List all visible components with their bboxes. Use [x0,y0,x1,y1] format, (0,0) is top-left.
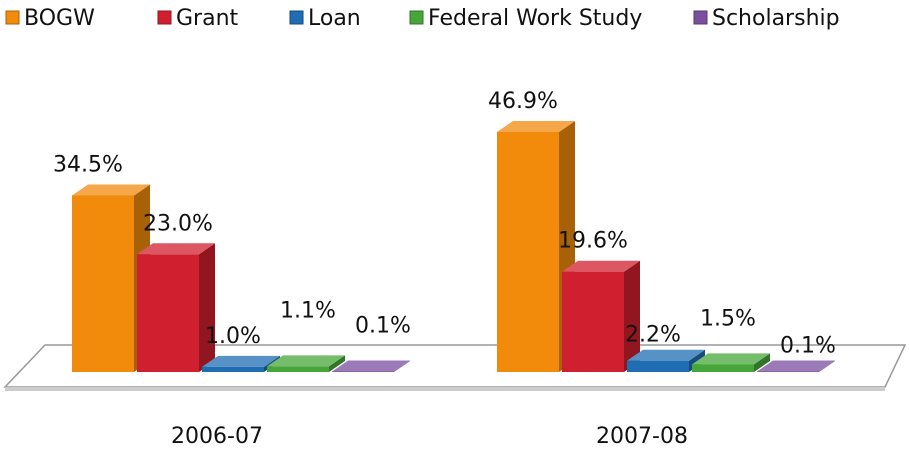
legend-label: Federal Work Study [428,6,642,31]
bar-side [394,360,410,372]
bar-top [202,355,280,367]
bar [202,366,264,372]
value-label: 0.1% [355,313,411,338]
bar-top [497,121,575,132]
bar-top [332,360,410,372]
bar [72,195,134,372]
bar-side [199,243,215,372]
bar-top [137,243,215,255]
bar-top [562,260,640,272]
bar [497,132,559,372]
legend-label: Loan [308,6,361,31]
bar-top [692,353,770,365]
bar [562,271,624,372]
x-tick-label: 2006-07 [171,424,263,449]
bar-side [329,355,345,372]
bar [332,371,394,372]
legend-label: Scholarship [712,6,840,31]
legend-swatch [409,10,424,25]
legend-swatch [693,10,708,25]
value-label: 1.0% [205,324,261,349]
value-label: 1.1% [280,298,336,323]
value-label: 19.6% [558,229,628,254]
bar-top [757,360,835,372]
value-label: 2.2% [625,323,681,348]
bar-side [624,260,640,372]
value-label: 46.9% [488,89,558,114]
bar [627,360,689,372]
legend-label: BOGW [24,6,95,31]
bar-side [754,353,770,372]
value-label: 34.5% [53,152,123,177]
bar [757,371,819,372]
bar [137,254,199,372]
value-label: 0.1% [780,333,836,358]
bar [692,364,754,372]
bar-top [267,355,345,367]
bar-side [819,360,835,372]
value-label: 23.0% [143,211,213,236]
legend-swatch [5,10,20,25]
legend-swatch [289,10,304,25]
legend-swatch [157,10,172,25]
value-label: 1.5% [700,306,756,331]
floor-edge [5,387,885,391]
bar-top [627,349,705,361]
bar [267,366,329,372]
legend-label: Grant [176,6,239,31]
x-tick-label: 2007-08 [596,424,688,449]
bar-top [72,184,150,196]
